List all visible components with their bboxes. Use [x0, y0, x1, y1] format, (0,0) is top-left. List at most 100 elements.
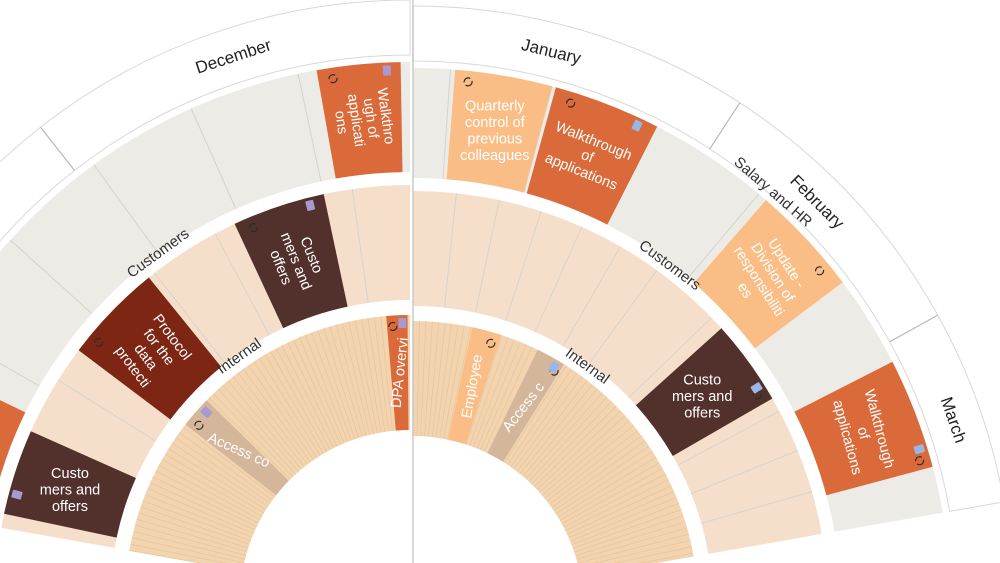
internal-stripe: [416, 321, 420, 437]
internal-stripe: [287, 342, 338, 447]
activity-label-line: previous: [467, 131, 522, 147]
activity-label-line: mers and: [40, 483, 100, 499]
internal-stripe: [546, 430, 638, 502]
recurring-icon-ring: [463, 77, 473, 87]
cell-divider: [154, 272, 226, 364]
recurring-icon: [565, 98, 576, 108]
internal-stripe: [373, 317, 390, 432]
activity-quarterly-control[interactable]: Quarterly control of previous colleagues: [446, 69, 553, 193]
activity-block: [78, 277, 222, 420]
activity-label-line: applicati: [344, 93, 367, 148]
internal-stripe: [576, 527, 688, 560]
internal-stripe: [354, 320, 378, 434]
internal-stripe: [516, 380, 588, 472]
activity-update-division[interactable]: Update -Division ofresponsibilities: [693, 200, 843, 349]
internal-stripe: [259, 357, 321, 456]
internal-stripe: [507, 368, 572, 465]
internal-stripe: [361, 319, 382, 433]
internal-stripe: [539, 415, 626, 493]
activity-label-line: DPA overvi: [389, 337, 412, 409]
activity-walkthrough-jan[interactable]: Walkthroughofapplications: [526, 87, 658, 225]
customers-ring: [413, 191, 822, 554]
activity-block: [446, 69, 553, 193]
internal-stripe: [541, 420, 630, 496]
internal-stripe: [519, 384, 593, 475]
internal-stripe: [129, 550, 203, 563]
activity-block: [316, 62, 403, 179]
internal-stripe: [559, 462, 660, 521]
cell-divider: [588, 270, 658, 364]
internal-stripe: [367, 318, 386, 432]
activity-customers-offers-nov[interactable]: Custo mers and offers: [4, 431, 136, 538]
internal-stripe: [443, 325, 465, 439]
recurring-icon-ring: [565, 98, 576, 108]
cell-divider: [351, 188, 369, 303]
activity-label-line: ugh of: [360, 97, 382, 140]
cell-divider: [93, 164, 159, 254]
activity-label-line: Custo: [683, 373, 721, 389]
cell-divider: [687, 193, 760, 279]
internal-stripe: [317, 330, 356, 440]
activity-block: [693, 200, 843, 349]
internal-stripe: [553, 445, 650, 512]
internal-stripe: [168, 448, 267, 511]
internal-stripe: [183, 426, 276, 498]
cell-divider: [443, 193, 457, 308]
activity-dpa-overview[interactable]: DPA overvi: [386, 315, 412, 431]
internal-stripe: [431, 322, 446, 438]
internal-stripe: [158, 464, 261, 521]
recurring-icon: [194, 420, 204, 430]
activity-customers-offers-dec[interactable]: Customers andoffers: [234, 194, 348, 329]
internal-stripe: [525, 392, 603, 480]
activity-protocol-data[interactable]: Protocolfor thedataprotecti: [78, 277, 222, 420]
internal-stripe: [335, 324, 367, 436]
tag-marker: [382, 65, 392, 76]
recurring-icon: [486, 338, 496, 348]
recurring-icon-ring: [486, 338, 496, 348]
activity-walkthrough-dec[interactable]: Walkthrough ofapplications: [316, 62, 403, 179]
internal-stripe: [281, 345, 334, 449]
recurring-icon: [328, 74, 338, 84]
internal-stripe: [435, 323, 453, 438]
internal-stripe: [208, 397, 291, 480]
recurring-icon-ring: [94, 337, 104, 348]
cell-divider: [534, 226, 583, 333]
activity-block: [0, 400, 26, 478]
internal-stripe: [323, 328, 359, 439]
internal-stripe: [428, 322, 440, 437]
internal-stripe: [566, 485, 672, 535]
cell-divider: [562, 246, 621, 347]
activity-label-line: Walkthro: [373, 87, 397, 145]
internal-stripe: [551, 440, 646, 508]
recurring-icon-ring: [248, 223, 258, 233]
internal-stripe: [473, 339, 515, 448]
internal-stripe: [522, 388, 598, 477]
internal-stripe: [175, 437, 271, 504]
cell-divider: [677, 410, 780, 466]
cell-divider: [9, 239, 93, 314]
internal-stripe: [469, 337, 509, 446]
wheel-left-half: Walkthrough ofapplications ations Customer…: [0, 0, 412, 563]
internal-stripe: [242, 368, 311, 463]
activity-walkthrough-mar[interactable]: Walkthroughofapplications: [794, 361, 933, 496]
activity-customers-offers-feb[interactable]: Custo mers and offers: [635, 328, 773, 456]
activity-label-line: offers: [684, 406, 720, 422]
activity-label-line: Custo: [51, 466, 89, 482]
internal-stripe: [613, 546, 692, 563]
activity-block: [526, 87, 658, 225]
month-band: [412, 5, 1000, 512]
cell-divider: [691, 450, 798, 495]
tag-marker: [913, 444, 926, 455]
internal-stripe: [145, 494, 253, 538]
activity-block: [487, 349, 564, 462]
month-divider: [889, 314, 939, 343]
internal-stripe: [133, 531, 246, 560]
activity-block: [4, 431, 136, 538]
cell-divider: [214, 233, 270, 336]
internal-stripe: [147, 488, 254, 534]
recurring-icon-ring: [328, 74, 338, 84]
activity-applications-nov[interactable]: ations: [0, 364, 26, 511]
internal-stripe: [577, 533, 689, 563]
